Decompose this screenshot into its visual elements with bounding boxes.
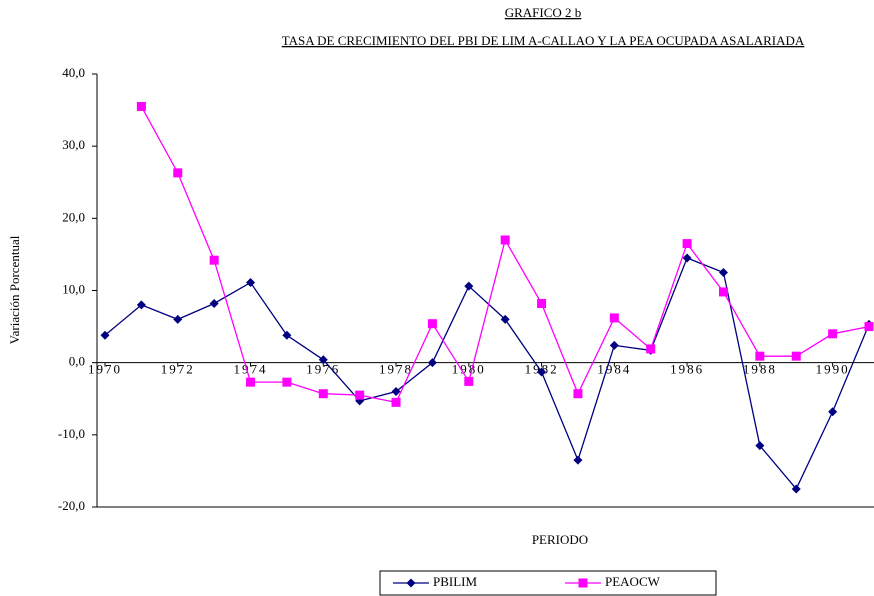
data-point [500, 314, 510, 324]
x-tick-label: 1986 [670, 362, 704, 377]
y-tick-label: 30,0 [62, 137, 85, 152]
x-tick-label: 1990 [816, 362, 850, 377]
data-point [136, 300, 146, 310]
x-axis-label: PERIODO [532, 532, 588, 547]
data-point [755, 351, 765, 361]
data-point [718, 287, 728, 297]
chart-subtitle: TASA DE CRECIMIENTO DEL PBI DE LIM A-CAL… [282, 33, 805, 48]
data-point [573, 455, 583, 465]
data-point [864, 322, 874, 332]
data-point [791, 351, 801, 361]
x-tick-label: 1974 [234, 362, 268, 377]
data-point [791, 484, 801, 494]
legend-box [379, 570, 717, 596]
data-point [173, 168, 183, 178]
data-point [718, 267, 728, 277]
data-point [609, 340, 619, 350]
x-tick-label: 1980 [452, 362, 486, 377]
data-point [682, 253, 692, 263]
x-tick-label: 1976 [306, 362, 340, 377]
data-point [282, 330, 292, 340]
data-point [246, 377, 256, 387]
x-tick-label: 1978 [379, 362, 413, 377]
data-point [755, 441, 765, 451]
data-point [427, 319, 437, 329]
y-tick-label: 10,0 [62, 281, 85, 296]
y-tick-label: 40,0 [62, 65, 85, 80]
data-point [136, 101, 146, 111]
data-point [828, 407, 838, 417]
data-point [100, 330, 110, 340]
data-point [209, 298, 219, 308]
x-tick-label: 1984 [597, 362, 631, 377]
data-point [318, 355, 328, 365]
data-point [173, 314, 183, 324]
data-point [537, 298, 547, 308]
data-point [537, 367, 547, 377]
data-point [391, 387, 401, 397]
x-tick-label: 1970 [88, 362, 122, 377]
data-point [464, 281, 474, 291]
data-point [318, 389, 328, 399]
legend-label: PEAOCW [605, 574, 661, 589]
y-tick-label: 20,0 [62, 209, 85, 224]
legend-marker [406, 578, 416, 588]
data-point [427, 358, 437, 368]
data-point [609, 313, 619, 323]
data-point [828, 329, 838, 339]
data-point [500, 235, 510, 245]
legend-label: PBILIM [433, 574, 478, 589]
x-tick-label: 1972 [161, 362, 195, 377]
series-line [104, 257, 870, 491]
y-tick-label: -20,0 [58, 498, 85, 513]
data-point [209, 255, 219, 265]
x-tick-label: 1988 [743, 362, 777, 377]
data-point [464, 376, 474, 386]
data-point [246, 278, 256, 288]
y-tick-label: -10,0 [58, 426, 85, 441]
y-axis-label: Variación Porcentual [7, 235, 22, 344]
data-point [682, 239, 692, 249]
data-point [282, 377, 292, 387]
y-tick-label: 0,0 [69, 354, 85, 369]
legend-marker [578, 578, 588, 588]
data-point [391, 397, 401, 407]
chart-title: GRAFICO 2 b [505, 5, 582, 20]
data-point [355, 390, 365, 400]
data-point [573, 389, 583, 399]
data-point [646, 344, 656, 354]
